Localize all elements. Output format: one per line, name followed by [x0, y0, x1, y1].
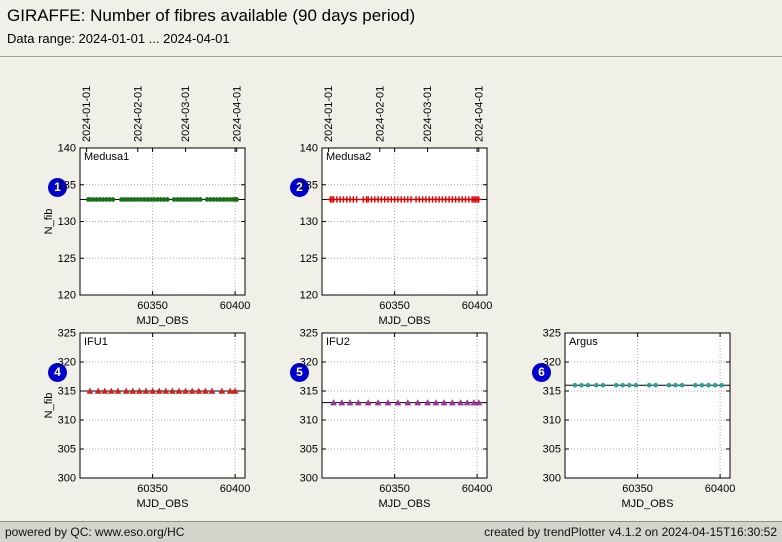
svg-text:325: 325	[58, 328, 76, 340]
svg-text:2024-04-01: 2024-04-01	[473, 86, 485, 142]
page-title: GIRAFFE: Number of fibres available (90 …	[7, 6, 416, 25]
plot-badge-4[interactable]: 4	[48, 363, 67, 382]
svg-text:60400: 60400	[462, 300, 493, 312]
svg-text:IFU2: IFU2	[326, 336, 350, 348]
svg-text:MJD_OBS: MJD_OBS	[379, 498, 431, 510]
charts-area: 1 2 4 5 6 120 125 130 135 140 60350 60400 2024-…	[0, 58, 782, 520]
svg-text:60350: 60350	[622, 483, 653, 495]
svg-text:325: 325	[543, 328, 561, 340]
data-range-subtitle: Data range: 2024-01-01 ... 2024-04-01	[7, 31, 230, 46]
svg-text:320: 320	[300, 357, 318, 369]
svg-text:MJD_OBS: MJD_OBS	[622, 498, 674, 510]
svg-text:300: 300	[58, 473, 76, 485]
svg-text:135: 135	[300, 179, 318, 191]
svg-text:120: 120	[300, 290, 318, 302]
chart-argus[interactable]: 300 305 310 315 320 325 60350 60400 MJD_OBS Argus	[525, 321, 736, 512]
svg-text:320: 320	[58, 357, 76, 369]
plot-badge-6[interactable]: 6	[532, 363, 551, 382]
svg-text:Medusa1: Medusa1	[84, 151, 129, 163]
plot-badge-5[interactable]: 5	[290, 363, 309, 382]
svg-text:60350: 60350	[379, 483, 410, 495]
footer-qc-link[interactable]: powered by QC: www.eso.org/HC	[5, 525, 185, 539]
svg-text:310: 310	[58, 415, 76, 427]
chart-medusa1[interactable]: 120 125 130 135 140 60350 60400 2024-01-01 2024-…	[40, 80, 251, 329]
svg-text:IFU1: IFU1	[84, 336, 108, 348]
svg-text:2024-03-01: 2024-03-01	[180, 86, 192, 142]
svg-text:60400: 60400	[705, 483, 736, 495]
svg-text:2024-01-01: 2024-01-01	[81, 86, 93, 142]
svg-text:310: 310	[300, 415, 318, 427]
svg-text:130: 130	[58, 216, 76, 228]
svg-text:130: 130	[300, 216, 318, 228]
svg-text:60400: 60400	[220, 300, 251, 312]
svg-text:120: 120	[58, 290, 76, 302]
svg-text:300: 300	[543, 473, 561, 485]
svg-text:2024-01-01: 2024-01-01	[323, 86, 335, 142]
svg-text:140: 140	[300, 143, 318, 155]
svg-text:MJD_OBS: MJD_OBS	[137, 498, 189, 510]
plot-badge-1[interactable]: 1	[48, 178, 67, 197]
svg-text:Medusa2: Medusa2	[326, 151, 371, 163]
svg-text:320: 320	[543, 357, 561, 369]
svg-text:140: 140	[58, 143, 76, 155]
svg-text:125: 125	[300, 253, 318, 265]
svg-text:305: 305	[58, 444, 76, 456]
svg-text:2024-02-01: 2024-02-01	[374, 86, 386, 142]
svg-text:305: 305	[543, 444, 561, 456]
svg-text:60350: 60350	[137, 300, 168, 312]
svg-text:310: 310	[543, 415, 561, 427]
svg-text:N_fib: N_fib	[43, 209, 55, 235]
svg-text:300: 300	[300, 473, 318, 485]
svg-text:2024-04-01: 2024-04-01	[231, 86, 243, 142]
footer-bar: powered by QC: www.eso.org/HC created by…	[0, 521, 782, 542]
svg-text:60350: 60350	[137, 483, 168, 495]
svg-text:125: 125	[58, 253, 76, 265]
svg-text:2024-03-01: 2024-03-01	[422, 86, 434, 142]
svg-text:315: 315	[58, 386, 76, 398]
svg-text:315: 315	[543, 386, 561, 398]
chart-medusa2[interactable]: 120 125 130 135 140 60350 60400 2024-01-01 2024-…	[282, 80, 493, 329]
footer-created-by: created by trendPlotter v4.1.2 on 2024-0…	[484, 525, 777, 539]
svg-text:325: 325	[300, 328, 318, 340]
svg-text:135: 135	[58, 179, 76, 191]
svg-text:60350: 60350	[379, 300, 410, 312]
plot-badge-2[interactable]: 2	[290, 178, 309, 197]
svg-text:Argus: Argus	[569, 336, 598, 348]
svg-text:2024-02-01: 2024-02-01	[132, 86, 144, 142]
svg-text:N_fib: N_fib	[43, 393, 55, 419]
svg-text:60400: 60400	[220, 483, 251, 495]
svg-text:305: 305	[300, 444, 318, 456]
chart-ifu1[interactable]: 300 305 310 315 320 325 60350 60400 MJD_OBS N_fib…	[40, 321, 251, 512]
svg-text:MJD_OBS: MJD_OBS	[137, 315, 189, 327]
svg-text:MJD_OBS: MJD_OBS	[379, 315, 431, 327]
report-header: GIRAFFE: Number of fibres available (90 …	[0, 0, 782, 57]
chart-ifu2[interactable]: 300 305 310 315 320 325 60350 60400 MJD_OBS IFU2	[282, 321, 493, 512]
svg-text:315: 315	[300, 386, 318, 398]
svg-text:60400: 60400	[462, 483, 493, 495]
